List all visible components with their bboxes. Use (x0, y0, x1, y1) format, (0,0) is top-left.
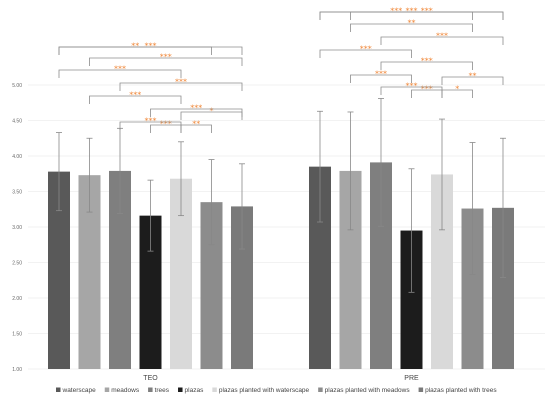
legend-swatch (104, 387, 110, 392)
significance-stars: *** (114, 65, 126, 74)
significance-bracket (319, 11, 504, 20)
significance-stars: *** (421, 85, 433, 94)
bar-plazas-planted-with-meadows-PRE (461, 208, 484, 369)
significance-bracket (58, 69, 182, 78)
significance-bracket (150, 108, 243, 117)
bar-plazas-TEO (139, 215, 162, 369)
significance-bracket (119, 82, 243, 91)
legend-label: meadows (111, 387, 140, 394)
y-tick-label: 3.00 (12, 225, 22, 231)
bar-plazas-planted-with-waterscape-PRE (431, 174, 453, 369)
significance-bracket (380, 36, 504, 45)
legend: waterscape meadows trees plazas plazas plant… (56, 387, 497, 394)
significance-bracket (58, 46, 243, 55)
significance-stars: * (210, 107, 214, 116)
significance-brackets: *** ******* ******************* ****** *****… (58, 7, 504, 133)
bar-plazas-planted-with-trees-PRE (492, 207, 514, 369)
bar-meadows-PRE (339, 170, 362, 369)
significance-stars: *** (421, 7, 433, 16)
significance-bracket (380, 86, 443, 95)
legend-swatch (418, 387, 424, 392)
significance-stars: *** (375, 70, 387, 79)
bar-meadows-TEO (78, 175, 101, 369)
significance-stars: *** (436, 32, 448, 41)
legend-swatch (318, 387, 323, 392)
significance-bracket (319, 49, 412, 58)
bar-plazas-planted-with-waterscape-TEO (170, 178, 192, 369)
bar-plazas-planted-with-meadows-TEO (200, 202, 223, 369)
y-tick-label: 4.50 (12, 118, 22, 124)
significance-stars: *** (145, 117, 157, 126)
significance-stars: *** (160, 120, 172, 129)
bar-waterscape-TEO (48, 171, 70, 369)
legend-swatch (148, 387, 153, 392)
bar-trees-TEO (109, 170, 131, 369)
legend-label: plazas planted with trees (425, 387, 497, 394)
significance-stars: *** (129, 91, 141, 100)
significance-stars: *** (406, 82, 418, 91)
significance-stars: *** (390, 7, 402, 16)
significance-stars: * (455, 85, 459, 94)
significance-stars: *** (190, 104, 202, 113)
error-bars (56, 98, 506, 293)
significance-stars: ** (192, 120, 200, 129)
y-tick-label: 3.50 (12, 189, 22, 195)
legend-swatch (178, 387, 183, 392)
significance-stars: ** (131, 42, 139, 51)
bar-plazas-PRE (400, 230, 423, 369)
significance-stars: ** (408, 19, 416, 28)
significance-stars: *** (406, 7, 418, 16)
legend-swatch (56, 387, 61, 392)
legend-label: plazas planted with meadows (325, 387, 411, 394)
y-tick-label: 1.50 (12, 331, 22, 337)
y-tick-label: 2.00 (12, 296, 22, 302)
y-tick-label: 2.50 (12, 260, 22, 266)
significance-bracket (89, 57, 243, 66)
y-tick-label: 5.00 (12, 83, 22, 89)
group-label: TEO (143, 375, 158, 382)
y-axis: 1.00 1.50 2.00 2.50 3.00 3.50 4.00 4.50 5.00 (12, 83, 22, 373)
legend-label: trees (155, 387, 170, 394)
significance-bracket (89, 95, 182, 104)
bar-waterscape-PRE (309, 166, 331, 369)
legend-swatch (212, 387, 217, 392)
significance-bracket (119, 121, 182, 130)
y-tick-label: 1.00 (12, 367, 22, 373)
group-label: PRE (404, 375, 419, 382)
significance-bracket (441, 76, 504, 85)
significance-stars: *** (175, 78, 187, 87)
legend-label: plazas planted with waterscape (219, 387, 310, 394)
legend-label: waterscape (62, 387, 97, 394)
significance-stars: *** (160, 53, 172, 62)
significance-stars: *** (421, 57, 433, 66)
x-axis: TEO PRE (143, 375, 419, 382)
bar-trees-PRE (370, 162, 392, 369)
significance-bracket (350, 23, 473, 32)
bar-plazas-planted-with-trees-TEO (231, 206, 253, 369)
significance-bracket (350, 74, 412, 83)
significance-stars: *** (145, 42, 157, 51)
bars (48, 162, 514, 369)
significance-bracket (380, 61, 473, 70)
significance-stars: ** (469, 72, 477, 81)
significance-stars: *** (360, 45, 372, 54)
legend-label: plazas (185, 387, 205, 394)
y-tick-label: 4.00 (12, 154, 22, 160)
